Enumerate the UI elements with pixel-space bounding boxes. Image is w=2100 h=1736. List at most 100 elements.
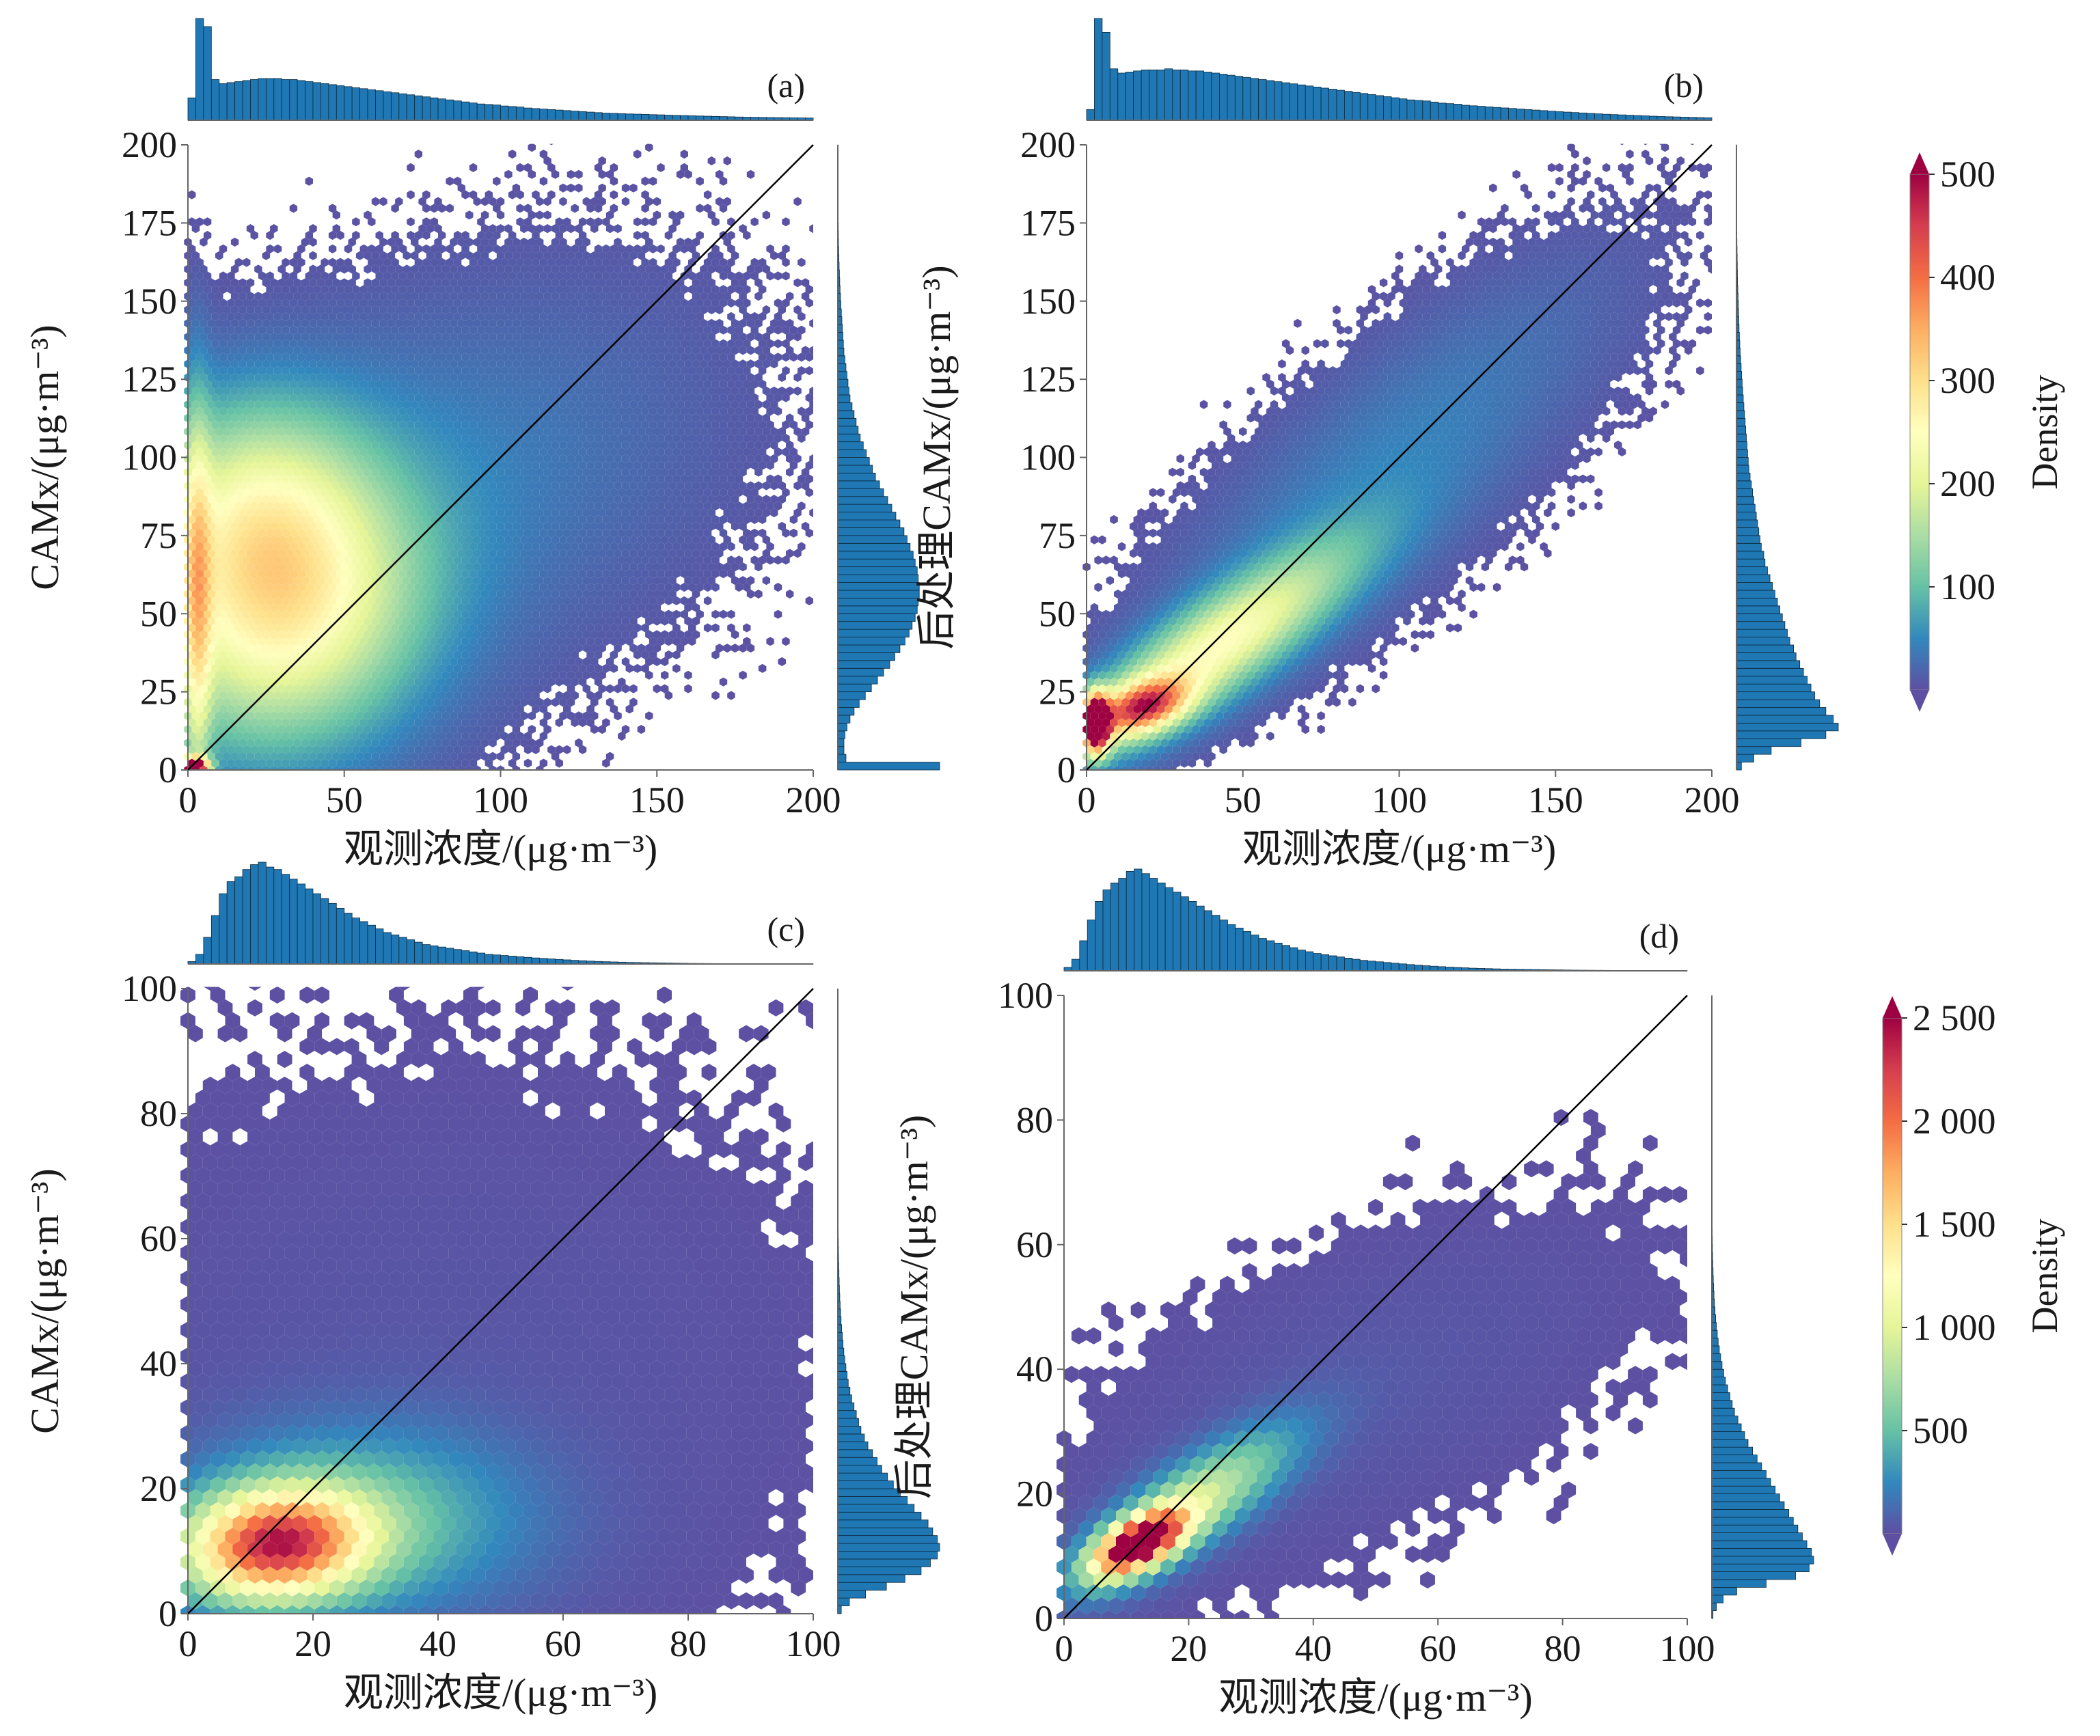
hexbin-cell (657, 528, 665, 538)
hexbin-cell (516, 691, 524, 700)
hexbin-cell (453, 583, 462, 592)
hexbin-cell (672, 555, 681, 565)
hexbin-cell (664, 542, 673, 551)
hexbin-cell (645, 576, 653, 585)
hexbin-cell (262, 481, 271, 491)
hexbin-cell (461, 583, 469, 592)
hexbin-cell (696, 407, 704, 416)
hexbin-cell (653, 630, 661, 639)
hexbin-cell (191, 495, 200, 504)
hexbin-cell (786, 413, 794, 423)
hexbin-cell (610, 488, 618, 497)
hexbin-cell (453, 623, 462, 633)
hexbin-cell (286, 630, 294, 639)
hexbin-cell (493, 704, 501, 714)
hexbin-cell (375, 434, 383, 443)
hexbin-cell (453, 691, 462, 700)
hexbin-cell (383, 569, 392, 579)
hexbin-cell (590, 603, 599, 612)
hexbin-cell (590, 711, 599, 721)
hexbin-cell (207, 467, 215, 477)
hexbin-cell (313, 514, 321, 525)
hexbin-cell (707, 359, 715, 369)
hexbin-cell (348, 549, 356, 558)
hexbin-cell (188, 488, 196, 497)
hexbin-cell (328, 691, 337, 700)
hexbin-cell (359, 312, 368, 321)
hexbin-cell (321, 637, 329, 646)
hexbin-cell (707, 576, 715, 585)
hexbin-cell (359, 637, 368, 646)
hexbin-cell (489, 400, 497, 409)
hexbin-cell (473, 698, 481, 707)
hexbin-cell (379, 346, 387, 355)
hexbin-cell (719, 460, 728, 470)
hexbin-cell (266, 637, 274, 646)
hexbin-cell (504, 630, 513, 639)
hexbin-cell (195, 542, 204, 551)
hexbin-cell (571, 501, 579, 511)
hexbin-cell (473, 372, 481, 383)
hexbin-cell (641, 393, 649, 402)
hexbin-cell (500, 583, 508, 592)
hexbin-cell (586, 393, 595, 402)
hexbin-cell (461, 596, 469, 605)
hexbin-cell (301, 725, 310, 734)
hexbin-cell (555, 366, 563, 376)
hexbin-cell (391, 501, 399, 511)
hexbin-cell (250, 339, 258, 348)
hexbin-cell (336, 718, 344, 728)
hexbin-cell (723, 454, 731, 463)
hexbin-cell (379, 576, 387, 585)
hexbin-cell (203, 583, 212, 592)
hexbin-cell (778, 521, 786, 531)
hexbin-cell (297, 379, 305, 389)
hexbin-cell (532, 447, 540, 457)
hexbin-cell (489, 562, 497, 572)
hexbin-cell (657, 474, 665, 484)
hexbin-cell (352, 447, 360, 457)
hexbin-cell (500, 691, 508, 700)
hexbin-cell (528, 508, 536, 518)
hexbin-cell (536, 535, 544, 545)
hexbin-cell (430, 474, 438, 484)
hexbin-cell (637, 454, 646, 463)
hexbin-cell (246, 765, 255, 770)
hexbin-cell (328, 325, 337, 335)
hexbin-cell (446, 758, 454, 768)
hexbin-cell (672, 460, 681, 470)
hexbin-cell (692, 549, 700, 558)
hexbin-cell (575, 332, 583, 342)
hexbin-cell (246, 427, 255, 437)
hexbin-cell (289, 542, 298, 551)
hexbin-cell (371, 630, 380, 639)
hexbin-cell (703, 434, 712, 443)
hexbin-cell (551, 440, 560, 450)
hexbin-cell (578, 407, 587, 416)
hexbin-cell (523, 650, 532, 660)
hexbin-cell (379, 372, 387, 383)
hexbin-cell (395, 589, 403, 599)
hexbin-cell (398, 718, 407, 728)
hexbin-cell (243, 514, 251, 525)
hexbin-cell (465, 657, 474, 667)
hexbin-cell (680, 637, 688, 646)
hexbin-cell (461, 623, 469, 633)
hexbin-cell (480, 589, 489, 599)
hexbin-cell (227, 745, 235, 754)
hexbin-cell (305, 434, 313, 443)
hexbin-cell (563, 447, 571, 457)
hexbin-cell (700, 400, 708, 409)
hexbin-cell (485, 514, 493, 525)
hexbin-cell (500, 434, 508, 443)
hexbin-cell (188, 379, 196, 389)
hexbin-cell (289, 474, 298, 484)
hexbin-cell (391, 420, 399, 430)
hexbin-cell (270, 467, 278, 477)
hexbin-cell (309, 454, 317, 463)
hexbin-cell (676, 508, 685, 518)
hexbin-cell (211, 569, 219, 579)
hexbin-cell (555, 325, 563, 335)
hexbin-cell (243, 569, 251, 579)
hexbin-cell (602, 325, 610, 335)
